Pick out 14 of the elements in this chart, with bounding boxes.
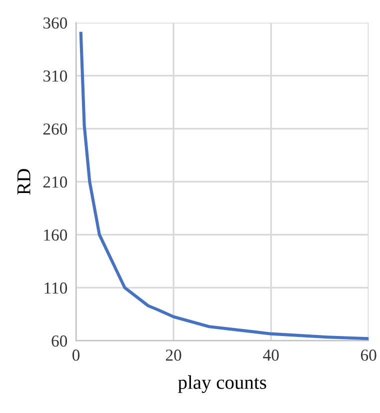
y-tick-label: 310: [43, 70, 68, 82]
y-tick-label: 260: [43, 123, 68, 135]
x-tick-label: 0: [72, 350, 80, 361]
x-tick-label: 20: [166, 350, 182, 361]
line-series: [79, 32, 369, 340]
y-tick-label: 160: [44, 229, 68, 241]
y-tick-label: 60: [52, 335, 68, 347]
y-tick-label: 360: [43, 17, 68, 29]
x-axis-title: play counts: [178, 375, 266, 393]
y-axis-title: RD: [17, 168, 30, 195]
y-tick-label: 110: [44, 282, 68, 294]
x-tick-label: 60: [360, 350, 376, 361]
x-tick-label: 40: [263, 350, 279, 361]
y-tick-label: 210: [43, 176, 68, 188]
